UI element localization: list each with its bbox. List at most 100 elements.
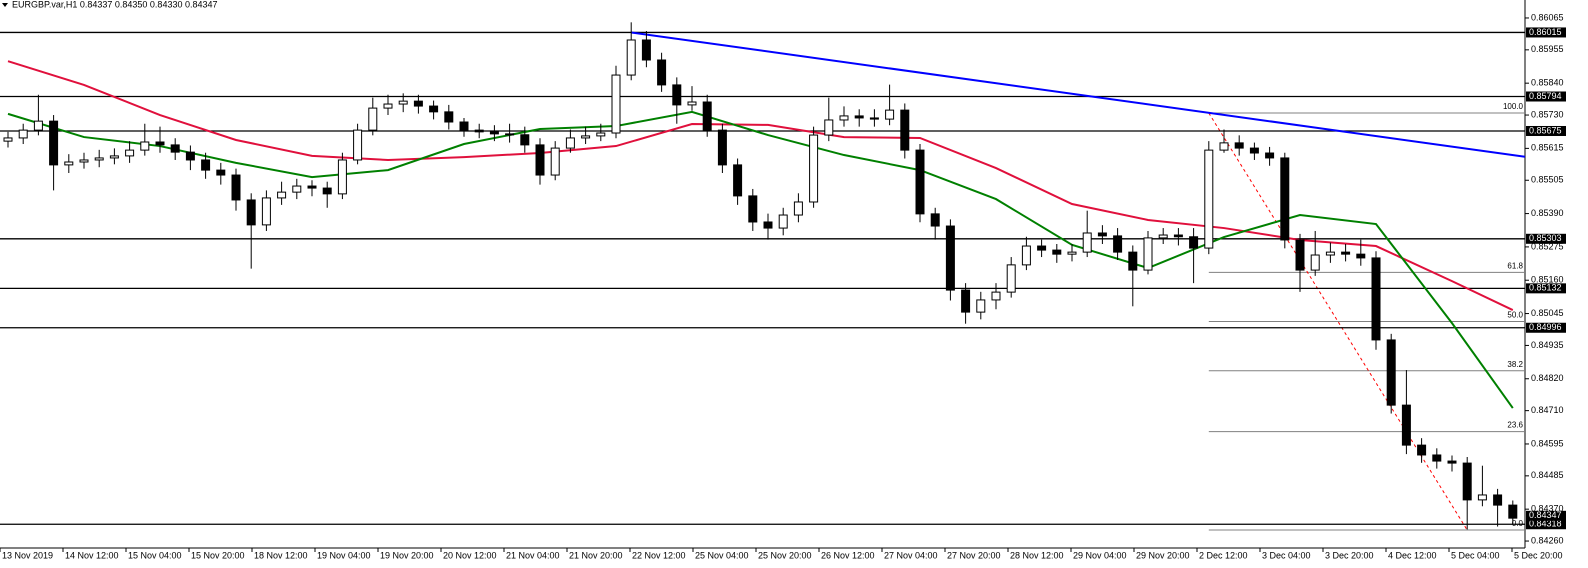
candle-body	[1189, 236, 1199, 249]
candle-body	[991, 291, 1001, 301]
candle-body	[94, 157, 104, 161]
candle-body	[79, 159, 89, 163]
candle-body	[733, 164, 743, 197]
candle-body	[809, 134, 819, 203]
candle-body	[1097, 232, 1107, 237]
candle-body	[581, 135, 591, 139]
candle-body	[1082, 232, 1092, 253]
candle-body	[1325, 251, 1335, 256]
fibo-diagonal	[1208, 112, 1468, 531]
candle-body	[505, 133, 515, 136]
candle-body	[961, 289, 971, 313]
candle-body	[1265, 152, 1275, 159]
candle-body	[915, 149, 925, 215]
fibo-label: 61.8	[1507, 261, 1523, 270]
candle-body	[18, 129, 28, 139]
candle-body	[535, 144, 545, 176]
x-tick-label: 26 Nov 12:00	[821, 550, 875, 560]
y-tick-label: 0.85275	[1531, 241, 1564, 251]
candle-body	[413, 100, 423, 107]
x-tick-label: 5 Dec 20:00	[1514, 550, 1563, 560]
candle-body	[1295, 239, 1305, 271]
level-label: 0.86015	[1529, 27, 1562, 37]
y-tick-label: 0.84370	[1531, 504, 1564, 514]
candle-body	[489, 131, 499, 135]
x-tick-label: 2 Dec 12:00	[1199, 550, 1248, 560]
candle-body	[64, 161, 74, 166]
y-tick-label: 0.84710	[1531, 405, 1564, 415]
candle-body	[687, 101, 697, 106]
level-label: 0.85794	[1529, 91, 1562, 101]
candle-body	[140, 141, 150, 151]
candle-body	[353, 129, 363, 161]
fibo-label: 23.6	[1507, 421, 1523, 430]
candle-body	[900, 109, 910, 151]
candle-body	[1417, 444, 1427, 456]
level-label: 0.84996	[1529, 322, 1562, 332]
candle-body	[383, 103, 393, 109]
y-tick-label: 0.84595	[1531, 438, 1564, 448]
y-tick-label: 0.85955	[1531, 44, 1564, 54]
candle-body	[109, 155, 119, 159]
x-tick-label: 19 Nov 20:00	[380, 550, 434, 560]
level-label: 0.85675	[1529, 125, 1562, 135]
candle-body	[854, 115, 864, 119]
candle-body	[33, 120, 43, 131]
y-tick-label: 0.84820	[1531, 373, 1564, 383]
candle-body	[657, 59, 667, 86]
candle-body	[1143, 237, 1153, 271]
candle-body	[201, 159, 211, 171]
y-tick-label: 0.85045	[1531, 308, 1564, 318]
candle-body	[839, 115, 849, 121]
x-tick-label: 14 Nov 12:00	[65, 550, 119, 560]
candle-body	[1128, 251, 1138, 271]
candle-body	[155, 141, 165, 146]
candle-body	[1356, 253, 1366, 259]
candle-body	[261, 197, 271, 226]
candle-body	[763, 221, 773, 229]
y-tick-label: 0.85615	[1531, 143, 1564, 153]
candle-body	[49, 120, 59, 166]
candle-body	[930, 213, 940, 227]
candle-body	[474, 129, 484, 133]
candle-body	[702, 101, 712, 131]
y-tick-label: 0.84260	[1531, 535, 1564, 545]
fibo-label: 38.2	[1507, 360, 1523, 369]
x-tick-label: 3 Dec 20:00	[1325, 550, 1374, 560]
candle-body	[1052, 249, 1062, 255]
y-tick-label: 0.85840	[1531, 78, 1564, 88]
x-tick-label: 19 Nov 04:00	[317, 550, 371, 560]
menu-icon[interactable]	[2, 3, 8, 7]
candle-body	[292, 185, 302, 193]
x-tick-label: 29 Nov 20:00	[1136, 550, 1190, 560]
candle-body	[337, 159, 347, 195]
candle-body	[565, 137, 575, 149]
candle-body	[1006, 264, 1016, 293]
candle-body	[170, 144, 180, 153]
candle-body	[307, 185, 317, 189]
x-tick-label: 27 Nov 04:00	[884, 550, 938, 560]
x-tick-label: 29 Nov 04:00	[1073, 550, 1127, 560]
candle-body	[322, 187, 332, 195]
candle-body	[1508, 504, 1518, 519]
level-label-box	[1526, 322, 1566, 333]
trendline	[631, 31, 1526, 158]
fibo-label: 50.0	[1507, 311, 1523, 320]
candle-body	[398, 100, 408, 105]
y-tick-label: 0.85390	[1531, 208, 1564, 218]
candle-body	[1021, 245, 1031, 266]
candle-body	[444, 111, 454, 123]
x-tick-label: 3 Dec 04:00	[1262, 550, 1311, 560]
candle-body	[459, 121, 469, 131]
level-label-box	[1526, 519, 1566, 530]
x-tick-label: 21 Nov 04:00	[506, 550, 560, 560]
x-tick-label: 25 Nov 20:00	[758, 550, 812, 560]
level-label: 0.85132	[1529, 283, 1562, 293]
candle-body	[368, 107, 378, 131]
candle-body	[1432, 454, 1442, 462]
candle-body	[1280, 157, 1290, 241]
level-label: 0.85303	[1529, 233, 1562, 243]
x-tick-label: 4 Dec 12:00	[1388, 550, 1437, 560]
x-tick-label: 22 Nov 12:00	[632, 550, 686, 560]
